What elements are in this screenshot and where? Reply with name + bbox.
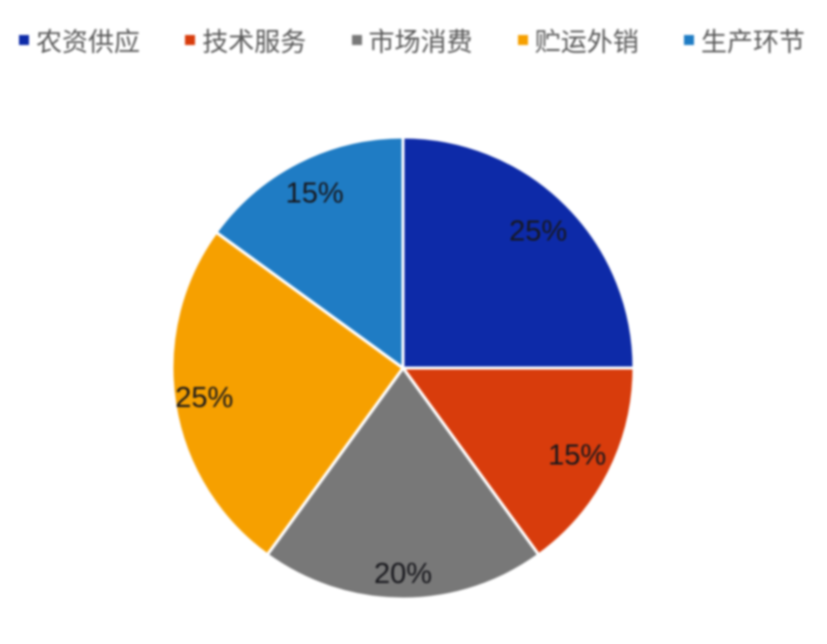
- svg-text:15%: 15%: [548, 439, 606, 471]
- svg-text:25%: 25%: [509, 216, 567, 248]
- svg-text:20%: 20%: [374, 558, 432, 590]
- svg-text:25%: 25%: [175, 382, 233, 414]
- svg-text:15%: 15%: [286, 177, 344, 209]
